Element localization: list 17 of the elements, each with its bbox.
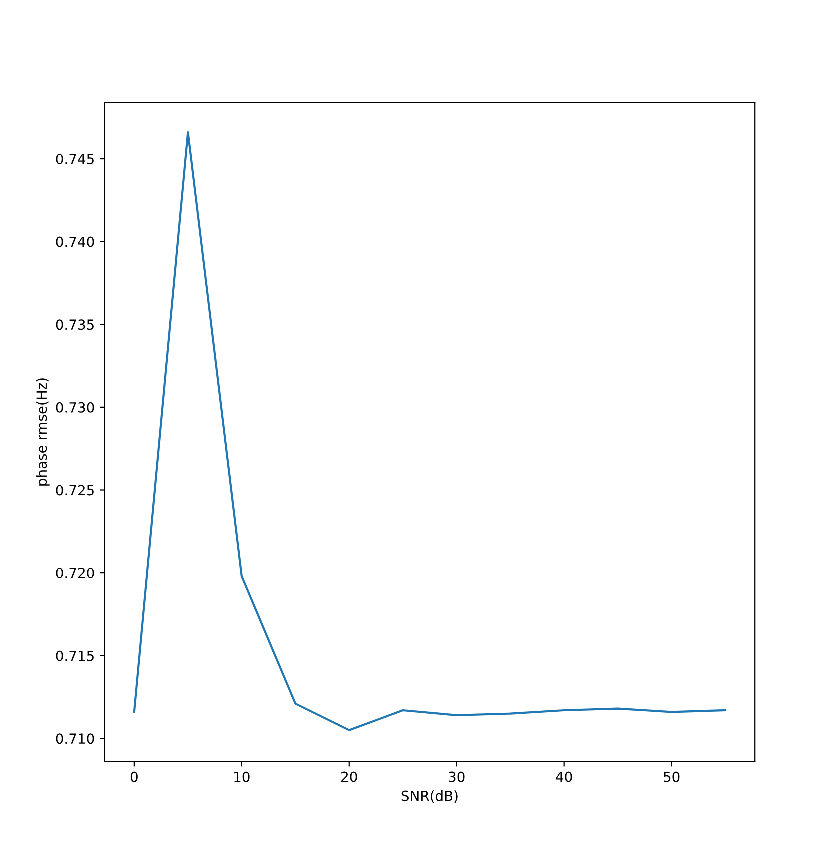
- x-tick-label: 30: [449, 772, 465, 782]
- x-tick-label: 50: [664, 772, 680, 782]
- y-tick-label: 0.725: [56, 485, 94, 496]
- x-tick-label: 0: [130, 772, 138, 782]
- y-tick-label: 0.735: [56, 320, 94, 330]
- x-tick-label: 10: [234, 772, 250, 782]
- x-tick-label: 20: [342, 772, 358, 782]
- y-tick-label: 0.730: [56, 402, 94, 413]
- y-tick-label: 0.740: [56, 236, 94, 248]
- y-axis-title: phase rmse(Hz): [36, 378, 50, 486]
- x-axis-title: SNR(dB): [402, 790, 458, 803]
- y-tick-label: 0.720: [56, 568, 94, 579]
- y-tick-label: 0.715: [56, 650, 94, 662]
- x-tick-label: 40: [556, 772, 572, 782]
- y-tick-label: 0.710: [56, 734, 94, 744]
- line-series: [133, 131, 727, 732]
- y-tick-label: 0.745: [56, 154, 94, 164]
